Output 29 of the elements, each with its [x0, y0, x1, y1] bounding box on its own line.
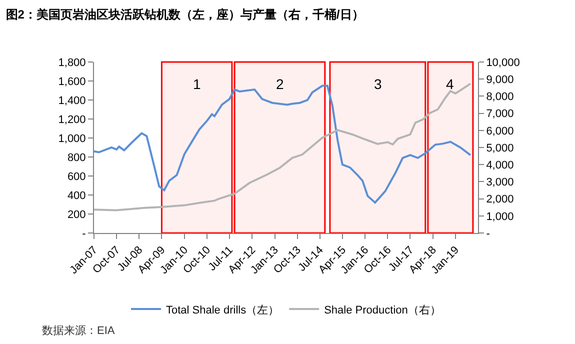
y2-tick-label: 3,000: [486, 176, 514, 189]
y-tick-label: 1,200: [58, 114, 86, 126]
y2-tick-label: 5,000: [486, 142, 514, 154]
y-tick-label: 1,600: [58, 76, 86, 88]
band-label: 2: [276, 76, 284, 92]
y2-tick-label: 1,000: [486, 210, 514, 223]
y-tick-label: 200: [67, 208, 86, 221]
band-label: 4: [446, 76, 454, 92]
y2-tick-label: 8,000: [486, 91, 514, 104]
y-tick-label: -: [82, 228, 86, 240]
y2-tick-label: 4,000: [486, 159, 514, 172]
band-label: 1: [193, 76, 201, 92]
y2-tick-label: 2,000: [486, 194, 514, 206]
y-tick-label: 400: [67, 190, 86, 202]
y2-tick-label: 7,000: [486, 108, 514, 120]
source-note: 数据来源：EIA: [42, 324, 116, 337]
y-tick-label: 1,800: [58, 56, 86, 69]
y2-tick-label: -: [486, 228, 490, 240]
legend-label: Total Shale drills（左）: [166, 304, 280, 316]
y-tick-label: 1,000: [58, 132, 86, 145]
y-tick-label: 1,400: [58, 94, 86, 107]
y2-tick-label: 10,000: [486, 56, 520, 69]
y2-tick-label: 9,000: [486, 74, 514, 86]
band-label: 3: [374, 76, 382, 92]
y-tick-label: 800: [67, 152, 86, 164]
chart-title: 图2：美国页岩油区块活跃钻机数（左，座）与产量（右，千桶/日）: [6, 8, 364, 22]
y-tick-label: 600: [67, 170, 86, 183]
legend-label: Shale Production（右）: [324, 304, 441, 316]
y2-tick-label: 6,000: [486, 125, 514, 138]
